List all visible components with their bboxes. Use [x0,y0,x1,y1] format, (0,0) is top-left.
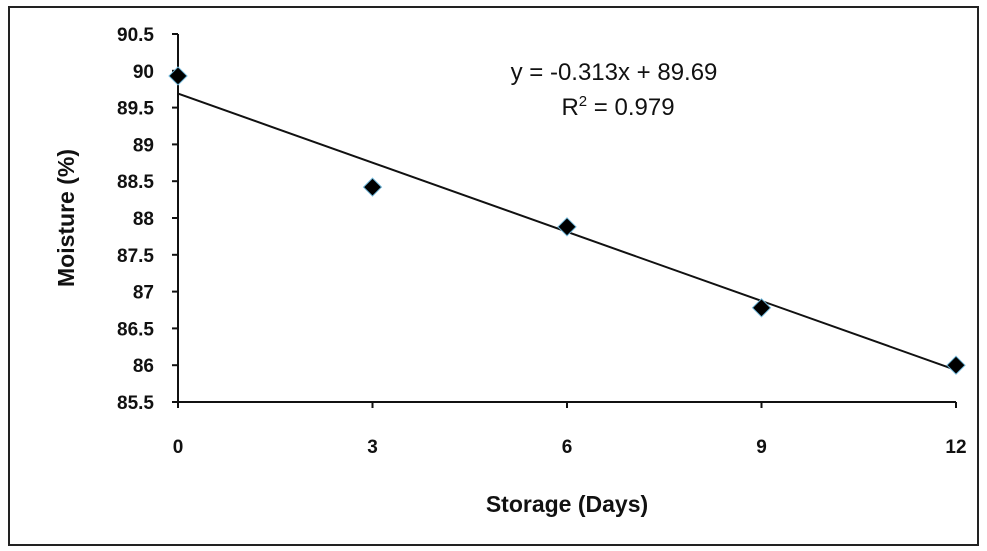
data-point [557,217,577,237]
y-tick-label: 89 [133,135,154,156]
x-tick-label: 3 [367,437,378,458]
x-tick-label: 9 [756,437,767,458]
y-axis-title: Moisture (%) [53,149,79,287]
data-point [751,298,772,318]
y-tick-label: 88 [133,209,154,230]
y-tick-label: 87 [133,283,154,304]
x-tick-label: 0 [173,437,184,458]
x-axis-title: Storage (Days) [486,491,648,517]
chart-frame [8,6,979,546]
r-squared-value: = 0.979 [587,94,674,121]
y-tick-label: 90.5 [117,25,154,46]
r-squared-r: R [561,94,578,121]
data-point [946,355,966,375]
y-tick-label: 88.5 [117,172,154,193]
x-tick-label: 6 [562,437,573,458]
r-squared-superscript: 2 [579,93,587,110]
trendline-equation: y = -0.313x + 89.69 [511,59,718,86]
y-tick-label: 87.5 [117,246,154,267]
y-tick-label: 86.5 [117,319,154,340]
data-point [362,177,383,197]
r-squared-label: R2 = 0.979 [561,93,674,121]
y-tick-label: 90 [133,62,154,83]
data-points [168,66,966,375]
x-tick-label: 12 [945,437,966,458]
x-ticks: 0 3 6 9 12 [173,402,967,458]
y-tick-label: 85.5 [117,393,154,414]
y-tick-label: 86 [133,356,154,377]
y-tick-label: 89.5 [117,99,154,120]
data-point [168,66,188,86]
y-ticks: 85.5 86 86.5 87 87.5 88 88.5 89 89.5 90 90.5 [117,25,178,414]
